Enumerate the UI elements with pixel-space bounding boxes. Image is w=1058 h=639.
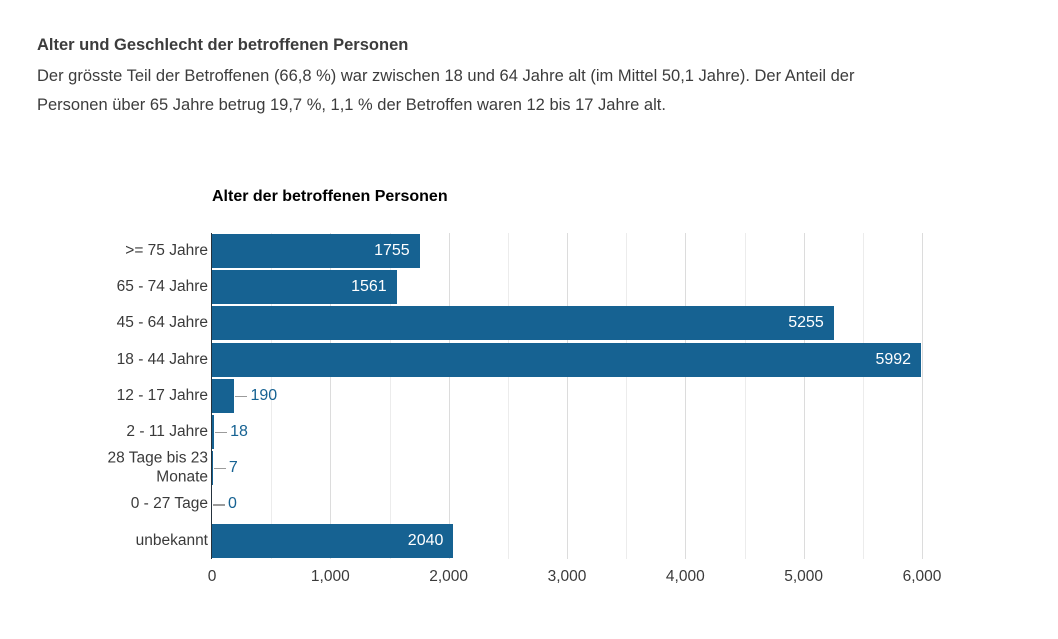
plot-area [212,233,923,559]
x-axis-tick-label: 1,000 [310,568,350,585]
bar: 1561 [212,270,397,305]
category-label: unbekannt [135,531,208,549]
x-axis-tick-label: 2,000 [429,568,469,585]
bar-value-label: 1561 [351,278,387,296]
category-label: 65 - 74 Jahre [116,278,208,296]
bar-value-label: 5255 [788,314,824,332]
minor-gridline [389,233,391,559]
x-axis-tick-label: 0 [207,568,217,585]
major-gridline [330,233,332,559]
leader-line [213,504,225,506]
leader-line [235,395,248,398]
bar-row: 45 - 64 Jahre 5255 [0,305,1058,341]
bar [212,378,235,413]
category-label: >= 75 Jahre [125,241,208,259]
bar [212,415,215,450]
major-gridline [803,233,805,559]
bar: 5992 [212,342,922,377]
bar-row: 28 Tage bis 23 Monate 7 [0,450,1058,486]
major-gridline [922,233,923,559]
report-paragraph: Der grösste Teil der Betroffenen (66,8 %… [37,62,1032,119]
minor-gridline [744,233,746,559]
bar-value-label: 190 [250,386,278,404]
report-heading: Alter und Geschlecht der betroffenen Per… [37,36,409,54]
major-gridline [448,233,450,559]
minor-gridline [507,233,509,559]
category-label: 45 - 64 Jahre [116,314,208,332]
bar-row: 2 - 11 Jahre 18 [0,414,1058,450]
category-label: 0 - 27 Tage [130,495,208,513]
bar-row: >= 75 Jahre 1755 [0,233,1058,269]
category-label: 2 - 11 Jahre [126,422,208,440]
y-axis-line [210,233,213,559]
bar [212,451,213,486]
bar-value-label: 7 [228,459,238,477]
category-label: 12 - 17 Jahre [116,386,208,404]
minor-gridline [271,233,273,559]
category-label: 28 Tage bis 23 Monate [107,449,208,486]
major-gridline [685,233,687,559]
bar-row: 18 - 44 Jahre 5992 [0,342,1058,378]
bar: 1755 [212,234,420,269]
bar: 5255 [212,306,834,341]
bar-value-label: 18 [230,423,248,441]
x-axis-tick-label: 5,000 [784,568,824,585]
bar-value-label: 1755 [374,242,410,260]
bar-chart: >= 75 Jahre 1755 65 - 74 Jahre 1561 45 - 64 … [0,233,1058,585]
report-header: Alter und Geschlecht der betroffenen Per… [37,34,1032,119]
x-axis-tick-label: 6,000 [902,568,942,585]
bar-value-label: 2040 [407,531,444,549]
leader-line [215,432,228,434]
minor-gridline [862,233,864,559]
category-label: 18 - 44 Jahre [116,350,208,368]
report-paragraph-line2: Personen über 65 Jahre betrug 19,7 %, 1,… [37,95,666,114]
x-axis-tick-label: 3,000 [547,568,587,585]
report-paragraph-line1: Der grösste Teil der Betroffenen (66,8 %… [37,67,855,85]
x-axis-tick-label: 4,000 [665,568,705,585]
bar-value-label: 5992 [875,350,912,368]
bar-row: 65 - 74 Jahre 1561 [0,269,1058,305]
chart-title: Alter der betroffenen Personen [212,188,448,205]
minor-gridline [626,233,628,559]
bar-row: 0 - 27 Tage 0 [0,486,1058,522]
leader-line [213,468,226,470]
bar: 2040 [212,523,454,558]
bar-value-label: 0 [228,495,237,513]
major-gridline [567,233,568,559]
bar-row: unbekannt 2040 [0,523,1058,559]
bar-row: 12 - 17 Jahre 190 [0,378,1058,414]
